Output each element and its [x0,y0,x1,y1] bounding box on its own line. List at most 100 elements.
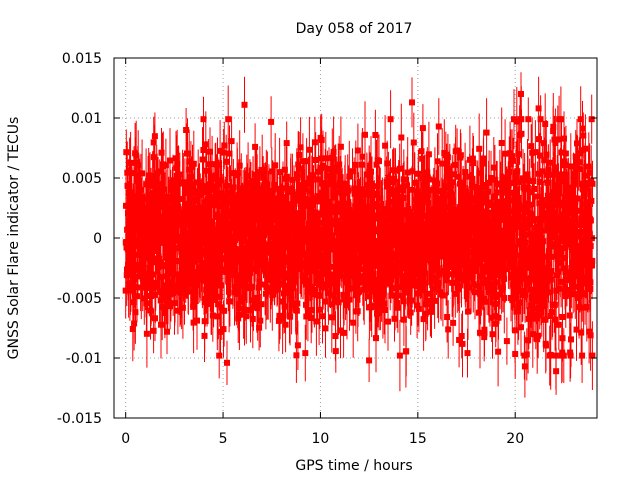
data-point [540,278,547,285]
data-point [209,272,216,279]
data-point [322,155,329,162]
data-point [248,283,255,290]
data-point [243,313,250,320]
data-point [434,266,441,273]
data-point [262,204,269,211]
data-point [420,280,427,287]
data-point [190,303,197,310]
data-point [216,203,223,210]
data-point [305,278,312,285]
data-point [126,167,133,174]
data-point [212,175,219,182]
data-point [495,229,501,236]
data-point [180,277,187,284]
data-point [513,296,520,303]
data-point [495,314,502,321]
data-point [179,304,186,311]
data-point [314,262,320,269]
data-point [292,234,299,241]
data-point [490,164,497,171]
data-point [466,234,472,241]
data-point [547,159,554,166]
data-point [348,256,355,263]
data-point [175,175,182,181]
data-point [299,158,306,165]
data-point [410,222,417,229]
data-point [134,261,141,268]
data-point [562,293,569,300]
data-point [388,268,395,275]
data-point [152,291,159,298]
data-point [294,239,301,246]
data-point [518,324,524,331]
data-point [356,243,363,250]
data-point [368,168,374,175]
data-point [150,259,157,266]
data-point [135,162,142,169]
data-point [525,177,531,184]
data-point [310,202,316,208]
data-point [509,153,516,160]
data-point [260,174,267,181]
data-point [425,257,432,263]
data-point [259,167,266,173]
data-point [396,352,403,359]
data-point [344,302,350,309]
data-point [567,352,574,359]
data-point [528,143,535,150]
data-point [364,266,371,273]
data-point [521,177,528,184]
data-point [185,182,192,189]
data-point [219,236,226,243]
data-point [234,290,241,297]
data-point [236,305,243,312]
data-point [227,190,234,197]
data-point [241,307,248,313]
data-point [533,298,540,305]
data-point [414,270,421,277]
data-point [263,261,270,268]
data-point [307,225,314,231]
data-point [262,229,269,236]
data-point [480,216,487,223]
data-point [470,254,477,261]
data-point [400,316,407,323]
data-point [224,258,231,265]
data-point [272,182,278,188]
data-point [492,294,499,301]
data-point [134,293,140,300]
data-point [321,232,328,239]
data-point [585,163,592,170]
data-point [521,186,528,193]
data-point [552,316,559,323]
data-point [127,244,134,251]
data-point [419,175,426,182]
data-point [333,217,340,224]
data-point [244,188,251,195]
data-point [560,245,567,252]
data-point [171,227,178,234]
data-point [223,193,230,200]
data-point [380,267,387,274]
data-point [540,210,547,217]
data-point [214,272,221,279]
data-point [303,301,309,308]
data-point [174,198,181,205]
data-point [554,214,561,221]
data-point [391,315,398,322]
data-point [308,315,315,321]
data-point [268,118,275,125]
data-point [293,171,300,178]
data-point [464,241,471,248]
data-point [516,206,523,212]
data-point [464,350,471,357]
data-point [580,242,587,249]
data-point [448,189,455,196]
data-point [171,208,177,215]
data-point [239,263,246,270]
data-point [255,238,261,245]
data-point [223,208,230,215]
data-point [302,350,309,357]
data-point [312,259,319,266]
data-point [357,208,364,215]
